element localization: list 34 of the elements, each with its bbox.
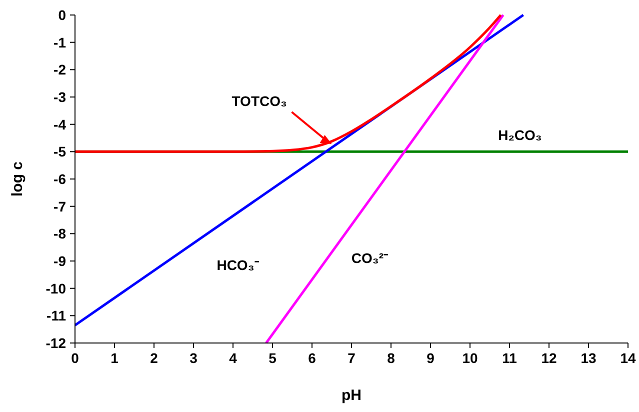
y-tick-label: -5 <box>54 144 66 160</box>
x-tick-label: 5 <box>268 350 277 366</box>
y-tick-label: -3 <box>54 89 66 105</box>
y-tick-label: -2 <box>54 62 66 78</box>
y-axis-title: log c <box>9 161 26 197</box>
annotation: HCO₃⁻ <box>216 257 260 273</box>
x-axis-title: pH <box>342 387 362 404</box>
x-tick-label: 2 <box>150 350 158 366</box>
annotation: CO₃²⁻ <box>351 250 389 266</box>
x-tick-label: 3 <box>190 350 198 366</box>
y-tick-label: -11 <box>46 308 66 324</box>
x-tick-label: 9 <box>426 350 435 366</box>
y-tick-label: -1 <box>54 34 66 50</box>
y-tick-label: -12 <box>46 335 66 351</box>
y-tick-label: -4 <box>54 116 66 132</box>
x-tick-label: 6 <box>308 350 316 366</box>
x-tick-label: 1 <box>110 350 119 366</box>
x-tick-label: 11 <box>502 350 518 366</box>
y-tick-label: -9 <box>54 253 66 269</box>
x-tick-label: 8 <box>387 350 396 366</box>
x-tick-label: 4 <box>229 350 238 366</box>
x-tick-label: 0 <box>71 350 80 366</box>
y-tick-label: -7 <box>54 198 66 214</box>
y-tick-label: -8 <box>54 226 66 242</box>
annotation: TOTCO₃ <box>232 93 287 110</box>
x-tick-label: 12 <box>541 350 557 366</box>
y-tick-label: -10 <box>46 280 66 296</box>
x-tick-label: 13 <box>580 350 596 366</box>
x-tick-label: 10 <box>462 350 478 366</box>
y-tick-label: 0 <box>58 7 66 23</box>
x-tick-label: 14 <box>620 350 636 366</box>
x-tick-label: 7 <box>348 350 356 366</box>
y-tick-label: -6 <box>54 171 66 187</box>
annotation: H₂CO₃ <box>498 127 542 143</box>
